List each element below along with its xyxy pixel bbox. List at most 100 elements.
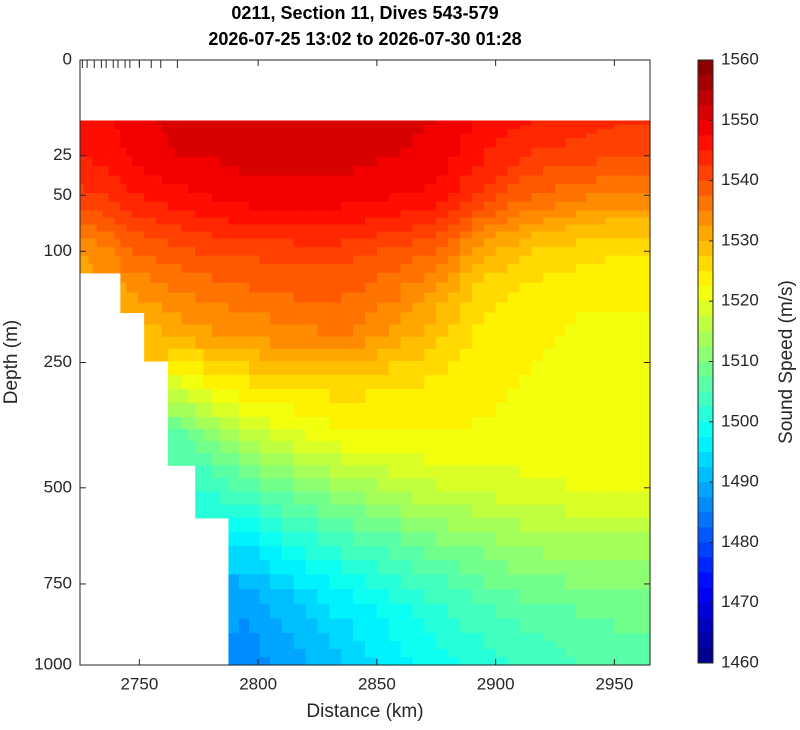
field-cell: [317, 147, 330, 158]
field-cell: [483, 133, 497, 139]
field-cell: [412, 138, 425, 149]
field-cell: [144, 336, 151, 350]
field-cell: [203, 348, 213, 362]
field-cell: [645, 348, 651, 362]
field-cell: [519, 166, 532, 177]
field-cell: [495, 156, 509, 167]
field-cell: [114, 147, 121, 158]
field-cell: [636, 156, 642, 167]
field-cell: [249, 560, 261, 576]
field-cell: [412, 478, 425, 493]
field-cell: [376, 282, 390, 294]
field-cell: [138, 138, 145, 149]
field-cell: [211, 255, 221, 265]
field-cell: [102, 166, 110, 177]
field-cell: [249, 546, 261, 561]
field-cell: [495, 124, 509, 130]
field-cell: [575, 192, 587, 203]
field-cell: [174, 133, 183, 139]
field-cell: [614, 633, 624, 642]
field-cell: [388, 201, 402, 212]
field-cell: [259, 156, 271, 167]
field-cell: [400, 120, 414, 126]
field-cell: [400, 138, 414, 149]
field-cell: [249, 574, 261, 590]
field-cell: [400, 224, 414, 233]
field-cell: [623, 201, 633, 212]
field-cell: [531, 603, 544, 620]
field-cell: [228, 264, 240, 274]
field-cell: [519, 531, 532, 547]
field-cell: [203, 478, 213, 493]
field-cell: [623, 417, 633, 430]
field-cell: [138, 238, 145, 248]
field-cell: [281, 417, 295, 430]
field-cell: [102, 138, 110, 149]
field-cell: [641, 210, 647, 219]
field-cell: [341, 504, 354, 519]
field-cell: [460, 217, 473, 226]
field-cell: [238, 282, 250, 294]
field-cell: [376, 133, 390, 139]
field-cell: [329, 402, 342, 418]
field-cell: [400, 491, 414, 506]
field-cell: [565, 633, 577, 642]
field-cell: [632, 129, 638, 135]
field-cell: [605, 210, 615, 219]
field-cell: [305, 166, 319, 177]
field-cell: [495, 324, 509, 338]
field-cell: [543, 184, 556, 194]
field-cell: [126, 292, 133, 304]
field-cell: [471, 217, 485, 226]
field-cell: [632, 292, 638, 304]
field-cell: [555, 231, 566, 240]
field-cell: [641, 560, 647, 576]
field-cell: [614, 210, 624, 219]
field-cell: [108, 184, 116, 194]
field-cell: [259, 531, 271, 547]
colorbar-band: [698, 331, 713, 347]
field-cell: [632, 360, 638, 376]
field-cell: [132, 156, 139, 167]
field-cell: [645, 201, 651, 212]
field-cell: [195, 360, 205, 376]
field-cell: [220, 336, 230, 350]
field-cell: [448, 192, 461, 203]
field-cell: [238, 429, 250, 442]
field-cell: [436, 641, 449, 650]
field-cell: [84, 201, 89, 212]
field-cell: [614, 491, 624, 506]
field-cell: [471, 120, 485, 126]
field-cell: [317, 560, 330, 576]
field-cell: [174, 374, 183, 390]
field-cell: [305, 247, 319, 257]
field-cell: [376, 465, 390, 479]
field-cell: [120, 124, 127, 130]
field-cell: [605, 517, 615, 533]
field-cell: [586, 264, 598, 274]
field-cell: [575, 166, 587, 177]
field-cell: [341, 517, 354, 533]
field-cell: [471, 166, 485, 177]
field-cell: [448, 641, 461, 650]
field-cell: [108, 255, 116, 265]
field-cell: [167, 224, 176, 233]
field-cell: [596, 147, 607, 158]
field-cell: [519, 560, 532, 576]
field-cell: [641, 138, 647, 149]
field-cell: [80, 138, 85, 149]
field-cell: [605, 603, 615, 620]
field-cell: [471, 504, 485, 519]
field-cell: [84, 210, 89, 219]
field-cell: [195, 336, 205, 350]
field-cell: [329, 192, 342, 203]
field-cell: [293, 238, 307, 248]
field-cell: [181, 147, 189, 158]
field-cell: [317, 402, 330, 418]
field-cell: [102, 255, 110, 265]
field-cell: [259, 465, 271, 479]
field-cell: [586, 282, 598, 294]
field-cell: [596, 441, 607, 454]
field-cell: [108, 201, 116, 212]
field-cell: [565, 429, 577, 442]
